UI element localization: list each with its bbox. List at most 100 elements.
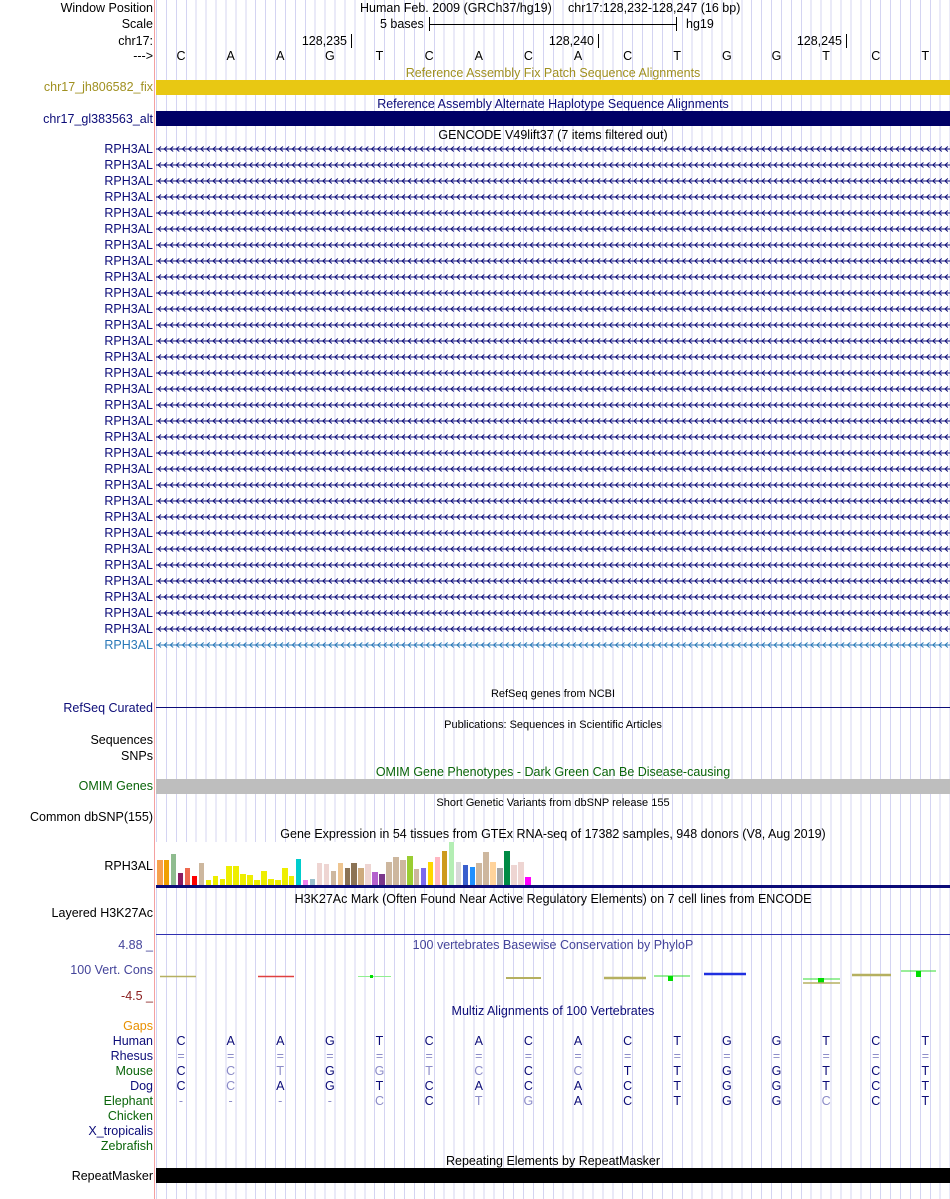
gene-model-reverse-strand[interactable] (156, 481, 950, 489)
gtex-tissue-bar[interactable] (309, 879, 316, 885)
gene-label-rph3al[interactable]: RPH3AL (104, 542, 153, 556)
gene-model-reverse-strand[interactable] (156, 193, 950, 201)
gtex-tissue-bar[interactable] (455, 862, 462, 885)
gene-label-rph3al[interactable]: RPH3AL (104, 302, 153, 316)
gtex-tissue-bar[interactable] (184, 868, 191, 885)
gene-model-reverse-strand[interactable] (156, 625, 950, 633)
gtex-tissue-bar[interactable] (219, 879, 225, 885)
gene-label-rph3al[interactable]: RPH3AL (104, 286, 153, 300)
gene-model-reverse-strand[interactable] (156, 561, 950, 569)
alt-track-label[interactable]: chr17_gl383563_alt (43, 112, 153, 126)
gtex-tissue-bar[interactable] (191, 876, 198, 885)
gene-model-reverse-strand[interactable] (156, 161, 950, 169)
gene-label-rph3al[interactable]: RPH3AL (104, 430, 153, 444)
gene-model-reverse-strand[interactable] (156, 321, 950, 329)
gene-model-reverse-strand[interactable] (156, 145, 950, 153)
publications-snps-label[interactable]: SNPs (121, 749, 153, 763)
gene-model-reverse-strand[interactable] (156, 369, 950, 377)
gene-label-rph3al[interactable]: RPH3AL (104, 622, 153, 636)
gtex-tissue-bar[interactable] (379, 874, 385, 885)
gtex-tissue-bar[interactable] (427, 862, 434, 885)
gtex-tissue-bar[interactable] (233, 866, 239, 885)
gtex-tissue-bar[interactable] (497, 868, 503, 885)
refseq-track-label[interactable]: RefSeq Curated (63, 701, 153, 715)
fix-track-label[interactable]: chr17_jh806582_fix (43, 80, 153, 94)
gene-label-rph3al[interactable]: RPH3AL (104, 158, 153, 172)
refseq-gene-line[interactable] (156, 707, 950, 708)
gencode-track-title[interactable]: GENCODE V49lift37 (7 items filtered out) (438, 128, 668, 142)
gtex-tissue-bar[interactable] (525, 877, 531, 885)
gtex-tissue-bar[interactable] (282, 868, 288, 885)
gtex-tissue-bar[interactable] (163, 860, 170, 885)
gtex-tissue-bar[interactable] (212, 876, 219, 885)
gene-label-rph3al[interactable]: RPH3AL (104, 350, 153, 364)
gene-model-reverse-strand[interactable] (156, 433, 950, 441)
h3k27ac-track-label[interactable]: Layered H3K27Ac (51, 906, 153, 920)
gtex-tissue-bar[interactable] (295, 859, 302, 885)
gene-label-rph3al[interactable]: RPH3AL (104, 334, 153, 348)
gtex-tissue-bar[interactable] (157, 860, 163, 885)
gtex-tissue-bar[interactable] (365, 864, 371, 885)
gene-label-rph3al[interactable]: RPH3AL (104, 414, 153, 428)
repeatmasker-bar[interactable] (156, 1168, 950, 1183)
omim-track-label[interactable]: OMIM Genes (78, 779, 153, 793)
gtex-tissue-bar[interactable] (504, 851, 510, 885)
omim-gene-bar[interactable] (156, 779, 950, 794)
gtex-tissue-bar[interactable] (205, 880, 212, 885)
gtex-tissue-bar[interactable] (275, 880, 281, 885)
gtex-tissue-bar[interactable] (177, 873, 184, 885)
alt-alignment-bar[interactable] (156, 111, 950, 126)
species-label-mouse[interactable]: Mouse (115, 1064, 153, 1078)
gene-model-reverse-strand[interactable] (156, 337, 950, 345)
alt-track-title[interactable]: Reference Assembly Alternate Haplotype S… (377, 97, 729, 111)
gene-label-rph3al[interactable]: RPH3AL (104, 254, 153, 268)
gtex-tissue-bar[interactable] (372, 872, 378, 885)
gene-label-rph3al[interactable]: RPH3AL (104, 526, 153, 540)
gene-model-reverse-strand[interactable] (156, 257, 950, 265)
gene-label-rph3al[interactable]: RPH3AL (104, 638, 153, 652)
gtex-tissue-bar[interactable] (407, 856, 413, 885)
phylop-plot[interactable] (156, 960, 950, 990)
gtex-tissue-bar[interactable] (198, 863, 205, 885)
species-label-zebrafish[interactable]: Zebrafish (100, 1139, 153, 1153)
gtex-track-title[interactable]: Gene Expression in 54 tissues from GTEx … (280, 827, 826, 841)
gtex-track-label[interactable]: RPH3AL (104, 859, 153, 873)
fix-track-title[interactable]: Reference Assembly Fix Patch Sequence Al… (405, 66, 701, 80)
gene-label-rph3al[interactable]: RPH3AL (104, 398, 153, 412)
gene-label-rph3al[interactable]: RPH3AL (104, 174, 153, 188)
gene-model-reverse-strand[interactable] (156, 449, 950, 457)
gene-model-reverse-strand[interactable] (156, 577, 950, 585)
multiz-track-title[interactable]: Multiz Alignments of 100 Vertebrates (451, 1004, 655, 1018)
publications-track-title[interactable]: Publications: Sequences in Scientific Ar… (444, 719, 662, 731)
gtex-tissue-bar[interactable] (226, 866, 232, 885)
gtex-tissue-bar[interactable] (448, 842, 455, 885)
multiz-gaps-label[interactable]: Gaps (123, 1019, 153, 1033)
gene-label-rph3al[interactable]: RPH3AL (104, 574, 153, 588)
gtex-tissue-bar[interactable] (469, 867, 475, 885)
gtex-tissue-bar[interactable] (323, 864, 330, 885)
gene-label-rph3al[interactable]: RPH3AL (104, 222, 153, 236)
species-label-elephant[interactable]: Elephant (103, 1094, 153, 1108)
gene-model-reverse-strand[interactable] (156, 177, 950, 185)
gtex-tissue-bar[interactable] (302, 880, 309, 885)
gtex-tissue-bar[interactable] (247, 875, 253, 885)
phylop-track-label[interactable]: 100 Vert. Cons (70, 963, 153, 977)
gene-model-reverse-strand[interactable] (156, 641, 950, 649)
repeatmasker-track-title[interactable]: Repeating Elements by RepeatMasker (445, 1154, 660, 1168)
gene-label-rph3al[interactable]: RPH3AL (104, 382, 153, 396)
gene-label-rph3al[interactable]: RPH3AL (104, 238, 153, 252)
gene-label-rph3al[interactable]: RPH3AL (104, 318, 153, 332)
gtex-tissue-bar[interactable] (490, 862, 496, 885)
gene-label-rph3al[interactable]: RPH3AL (104, 366, 153, 380)
gtex-tissue-bar[interactable] (254, 880, 260, 885)
gtex-tissue-bar[interactable] (420, 868, 427, 885)
gene-model-reverse-strand[interactable] (156, 465, 950, 473)
gtex-tissue-bar[interactable] (441, 851, 448, 885)
gtex-tissue-bar[interactable] (400, 860, 406, 885)
gtex-tissue-bar[interactable] (288, 876, 295, 885)
gene-label-rph3al[interactable]: RPH3AL (104, 606, 153, 620)
gtex-tissue-bar[interactable] (261, 871, 267, 885)
species-label-x_tropicalis[interactable]: X_tropicalis (88, 1124, 153, 1138)
gtex-tissue-bar[interactable] (316, 863, 323, 885)
gene-label-rph3al[interactable]: RPH3AL (104, 446, 153, 460)
